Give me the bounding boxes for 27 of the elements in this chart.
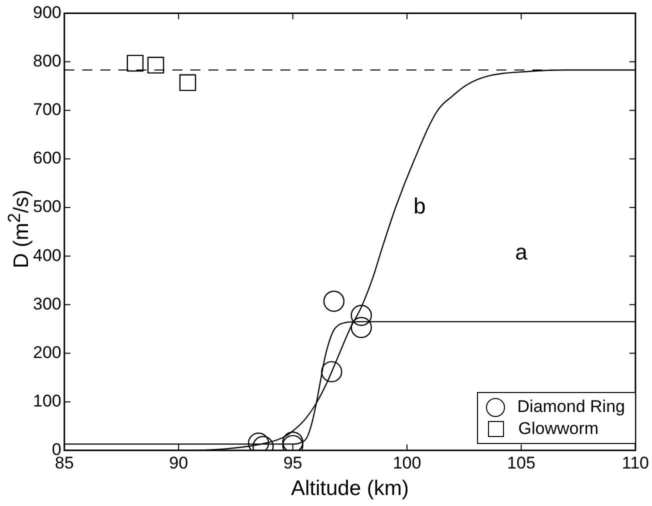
series-label: b [413,194,426,219]
legend-label: Diamond Ring [517,396,625,418]
x-tick-label: 90 [169,453,188,472]
y-tick-label: 500 [32,197,62,216]
x-tick-label: 110 [622,453,650,472]
point [126,54,144,72]
y-tick-label: 600 [32,148,62,168]
y-tick-label: 400 [32,246,62,265]
legend-label: Glowworm [518,418,599,440]
point [323,290,345,312]
y-tick-label: 200 [32,342,62,362]
x-axis-title: Altitude (km) [290,477,409,500]
x-tick-label: 105 [507,453,536,472]
y-tick-label: 800 [32,51,62,70]
point [350,304,372,326]
y-tick-label: 100 [32,392,62,411]
point [147,56,164,74]
x-tick-label: 100 [392,453,422,472]
text: a [515,240,528,265]
y-tick-label: 700 [32,100,62,120]
x-tick-label: 95 [283,453,302,472]
point [321,361,342,382]
point [350,316,372,338]
y-tick-label: 900 [32,2,62,22]
point [179,74,196,92]
y-tick-label: 300 [32,294,62,314]
point [282,432,304,450]
